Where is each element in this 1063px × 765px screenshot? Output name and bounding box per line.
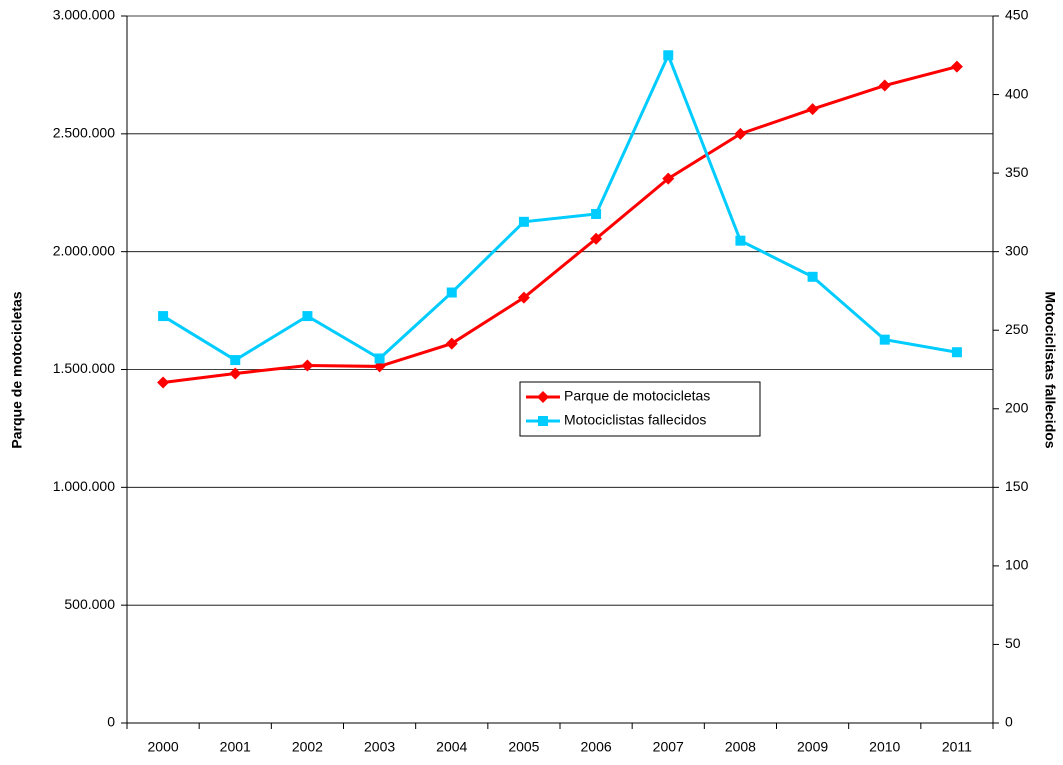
data-point	[229, 367, 242, 380]
data-point	[302, 311, 313, 322]
data-point	[663, 50, 674, 61]
y2-tick-label: 200	[1005, 399, 1029, 415]
y-tick-label: 2.500.000	[53, 125, 115, 141]
x-tick-label: 2002	[292, 739, 323, 755]
x-tick-label: 2000	[148, 739, 179, 755]
y-tick-label: 1.000.000	[53, 478, 115, 494]
data-point	[951, 347, 962, 358]
y2-tick-label: 300	[1005, 242, 1029, 258]
x-tick-label: 2007	[653, 739, 684, 755]
x-tick-label: 2001	[220, 739, 251, 755]
y2-tick-label: 0	[1005, 714, 1013, 730]
series-line	[162, 51, 958, 362]
x-tick-label: 2003	[364, 739, 395, 755]
legend-box	[519, 381, 761, 437]
x-tick-label: 2005	[508, 739, 539, 755]
data-point	[446, 287, 457, 298]
data-point	[950, 60, 963, 73]
y2-tick-label: 150	[1005, 478, 1029, 494]
x-tick-label: 2010	[869, 739, 900, 755]
y-tick-label: 3.000.000	[53, 7, 115, 23]
legend-marker	[538, 416, 548, 426]
data-point	[518, 216, 529, 227]
data-point	[734, 127, 747, 140]
data-point	[158, 311, 169, 322]
y-tick-label: 500.000	[64, 596, 115, 612]
x-tick-label: 2011	[942, 739, 972, 755]
x-tick-label: 2004	[436, 739, 467, 755]
series-line	[162, 65, 958, 384]
data-point	[735, 235, 746, 246]
data-point	[878, 79, 891, 92]
data-point	[662, 172, 675, 185]
data-point	[807, 271, 818, 282]
y2-tick-label: 350	[1005, 164, 1029, 180]
y2-tick-label: 250	[1005, 321, 1029, 337]
x-tick-label: 2008	[725, 739, 756, 755]
y2-axis-title: Motociclistas fallecidos	[1042, 291, 1058, 448]
data-point	[806, 103, 819, 116]
y-tick-label: 2.000.000	[53, 242, 115, 258]
data-point	[517, 291, 530, 304]
data-point	[374, 353, 385, 364]
y2-tick-label: 50	[1005, 635, 1021, 651]
x-tick-label: 2009	[797, 739, 828, 755]
data-point	[879, 334, 890, 345]
x-tick-label: 2006	[581, 739, 612, 755]
data-point	[445, 337, 458, 350]
legend-label: Parque de motocicletas	[564, 388, 710, 404]
y-axis-title: Parque de motocicletas	[9, 291, 25, 448]
y2-tick-label: 400	[1005, 85, 1029, 101]
legend-label: Motociclistas fallecidos	[564, 412, 706, 428]
data-point	[590, 232, 603, 245]
y-tick-label: 0	[107, 714, 115, 730]
y2-tick-label: 450	[1005, 7, 1029, 23]
y-tick-label: 1.500.000	[53, 360, 115, 376]
data-point	[157, 376, 170, 389]
data-point	[230, 355, 241, 366]
data-point	[301, 359, 314, 372]
y2-tick-label: 100	[1005, 557, 1029, 573]
data-point	[591, 208, 602, 219]
legend-marker	[537, 391, 549, 403]
